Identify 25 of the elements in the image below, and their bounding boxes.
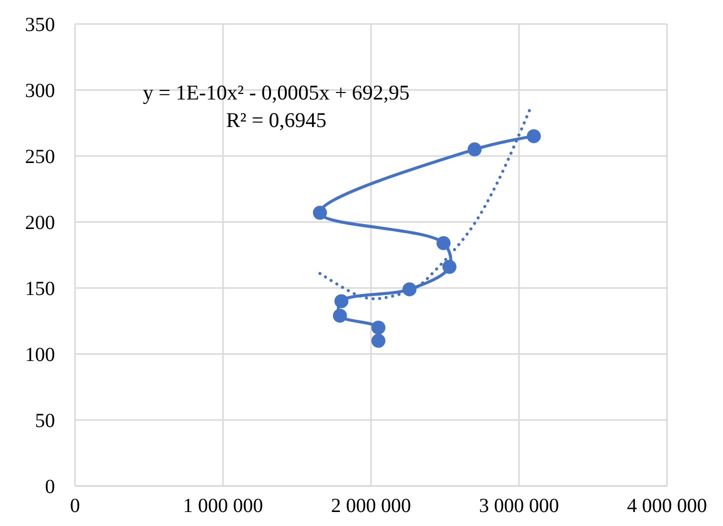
point <box>371 334 386 348</box>
point <box>442 260 456 274</box>
y-tick-label: 150 <box>25 278 55 300</box>
point <box>402 282 416 296</box>
x-tick-label: 0 <box>70 495 80 517</box>
x-tick-label: 3 000 000 <box>479 495 559 517</box>
y-tick-label: 0 <box>45 476 55 498</box>
point <box>436 236 451 250</box>
y-tick-label: 100 <box>25 344 55 366</box>
annotation: R² = 0,6945 <box>226 108 326 132</box>
x-tick-label: 1 000 000 <box>183 495 263 517</box>
point <box>334 294 348 308</box>
point <box>526 129 541 144</box>
y-tick-label: 200 <box>25 212 55 234</box>
point <box>468 142 482 156</box>
y-tick-label: 300 <box>25 80 55 102</box>
point <box>312 206 327 220</box>
y-tick-label: 250 <box>25 146 55 168</box>
point <box>371 320 386 335</box>
point <box>332 308 347 323</box>
x-tick-label: 4 000 000 <box>627 495 707 517</box>
annotation: y = 1E-10x² - 0,0005x + 692,95 <box>142 80 410 104</box>
x-tick-label: 2 000 000 <box>331 495 411 517</box>
y-tick-label: 350 <box>25 14 55 36</box>
y-tick-label: 50 <box>35 410 55 432</box>
